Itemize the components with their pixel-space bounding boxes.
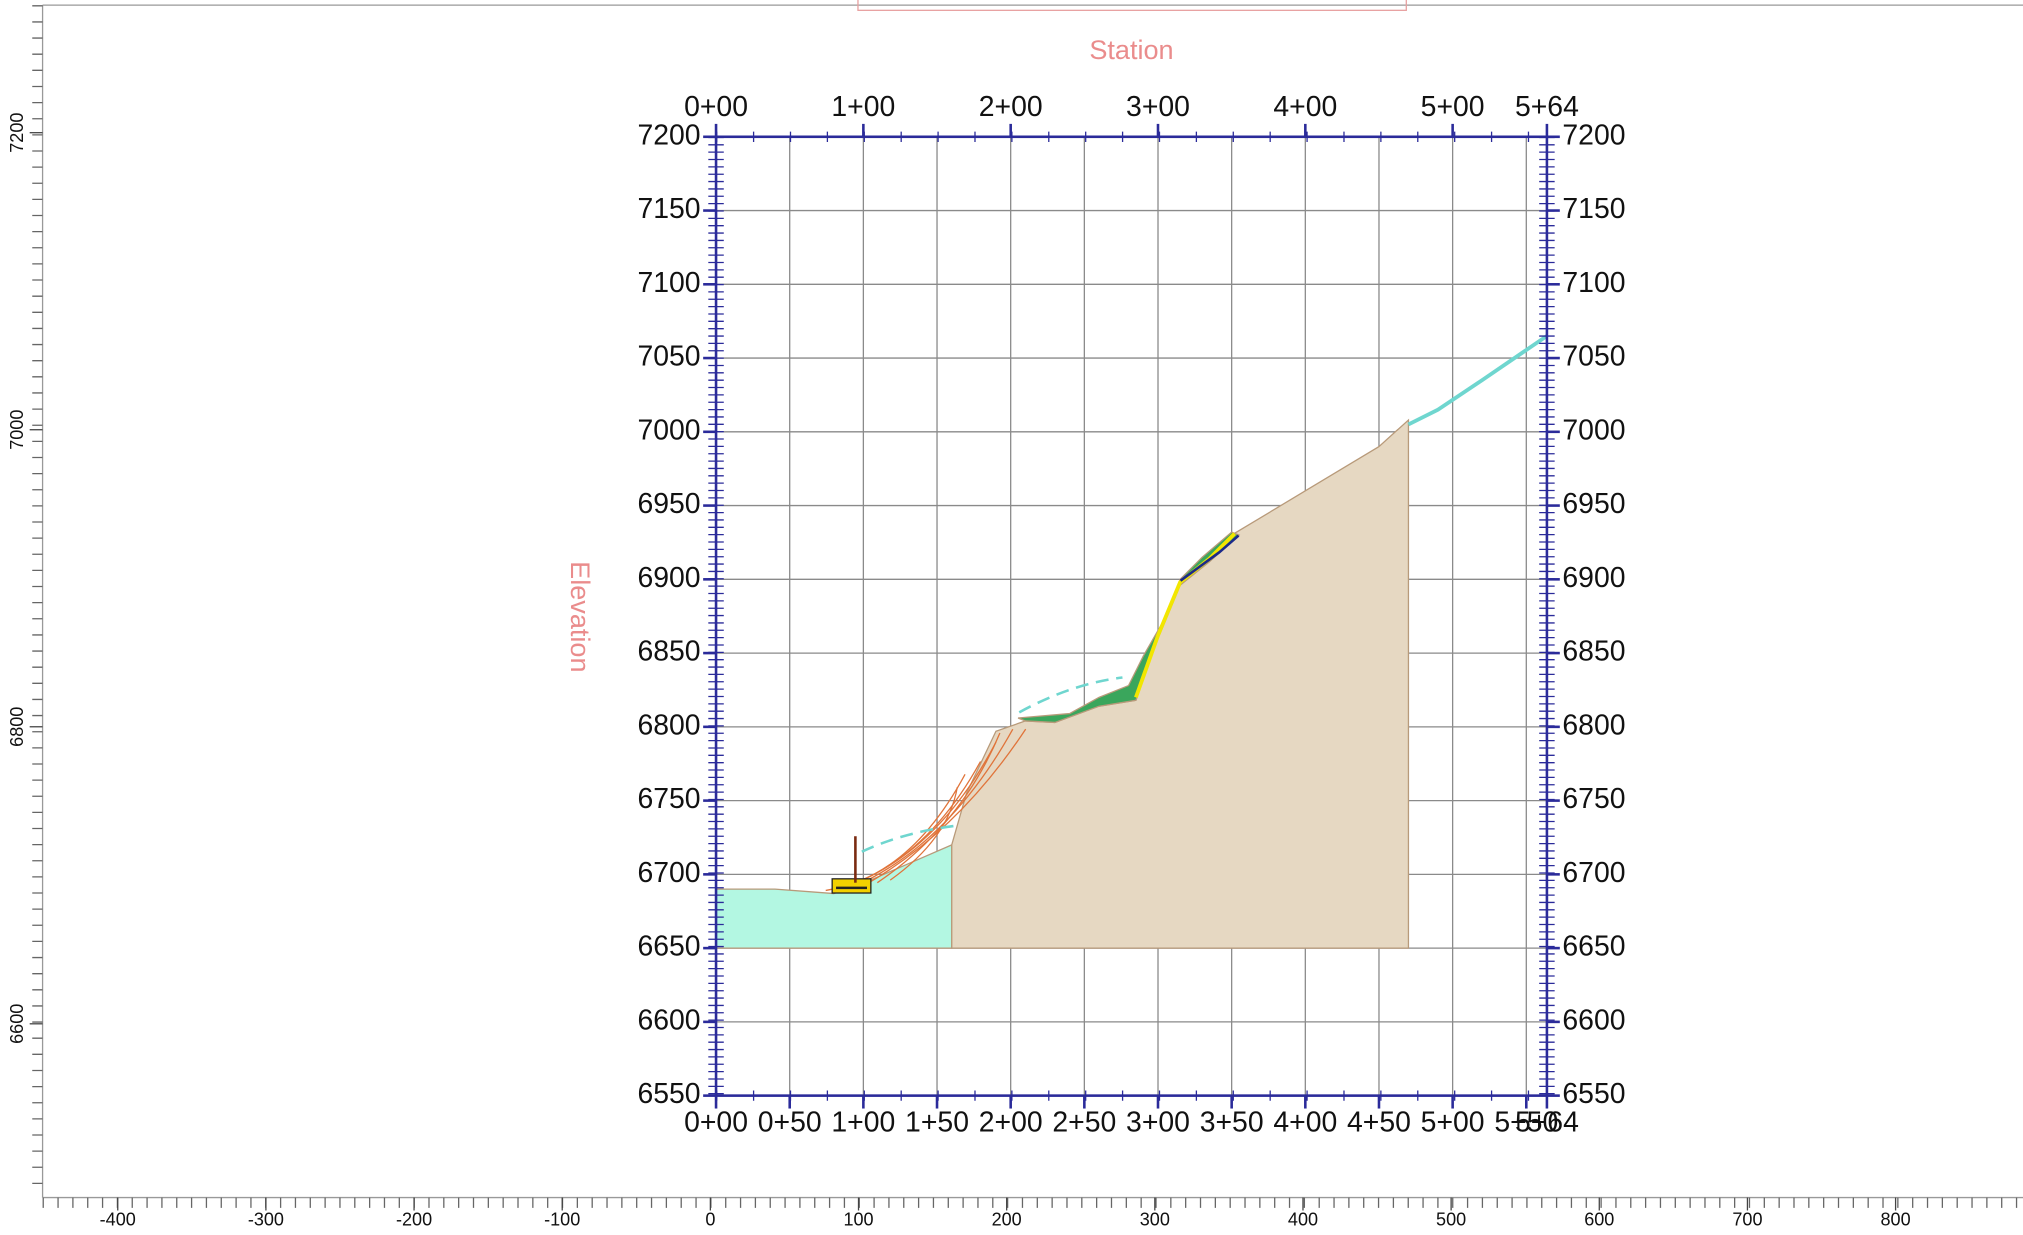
x-tick-label: 0+50 xyxy=(758,1107,822,1139)
x-tick-label: 1+00 xyxy=(831,91,895,123)
y-tick-label: 6600 xyxy=(1562,1004,1625,1036)
x-tick-label: 5+64 xyxy=(1515,91,1579,123)
y-tick-label: 6850 xyxy=(1562,636,1625,668)
y-tick-label: 7100 xyxy=(1562,267,1625,299)
x-tick-label: 3+00 xyxy=(1126,91,1190,123)
y-tick-label: 7200 xyxy=(637,119,700,151)
water-line xyxy=(1018,676,1123,714)
x-tick-label: 0+00 xyxy=(684,91,748,123)
y-tick-label: 6950 xyxy=(637,488,700,520)
ruler-label: 7200 xyxy=(7,113,27,153)
ruler-label: 6800 xyxy=(7,707,27,747)
y-tick-label: 7000 xyxy=(1562,414,1625,446)
ruler-label: 500 xyxy=(1436,1210,1466,1230)
boundary-line xyxy=(1134,532,1236,698)
material-region xyxy=(715,843,953,949)
y-tick-label: 7050 xyxy=(637,341,700,373)
x-tick-label: 0+00 xyxy=(684,1107,748,1139)
x-tick-label: 4+00 xyxy=(1273,91,1337,123)
ruler-label: -100 xyxy=(544,1210,580,1230)
x-tick-label: 5+64 xyxy=(1515,1107,1579,1139)
y-tick-label: 6700 xyxy=(637,857,700,889)
y-tick-label: 6750 xyxy=(637,783,700,815)
ruler-label: 7000 xyxy=(7,410,27,450)
boundary-line xyxy=(1179,534,1240,582)
plot: 6550 6550 6600 6600 6650 6650 6700 6700 6750 6750… xyxy=(637,91,1625,1139)
plot-frame xyxy=(714,135,1549,1097)
x-tick-label: 5+50 xyxy=(1494,1107,1558,1139)
title-box xyxy=(857,0,1407,11)
y-tick-label: 6550 xyxy=(1562,1078,1625,1110)
y-tick-label: 7200 xyxy=(1562,119,1625,151)
y-tick-label: 7100 xyxy=(637,267,700,299)
y-tick-label: 6700 xyxy=(1562,857,1625,889)
x-tick-label: 2+50 xyxy=(1052,1107,1116,1139)
x-tick-label: 4+00 xyxy=(1273,1107,1337,1139)
boundary-line xyxy=(1407,334,1549,427)
y-tick-label: 6800 xyxy=(637,709,700,741)
ruler-label: 100 xyxy=(843,1210,873,1230)
slip-surface xyxy=(876,732,1001,884)
toe-structure xyxy=(831,878,872,894)
ruler-label: 700 xyxy=(1732,1210,1762,1230)
water-line xyxy=(861,824,955,853)
y-tick-label: 6900 xyxy=(637,562,700,594)
y-tick-label: 7150 xyxy=(637,193,700,225)
ruler-label: 400 xyxy=(1288,1210,1318,1230)
y-tick-label: 6600 xyxy=(637,1004,700,1036)
y-tick-label: 7050 xyxy=(1562,341,1625,373)
y-tick-label: 6750 xyxy=(1562,783,1625,815)
slip-surface xyxy=(851,728,1014,889)
y-tick-label: 7150 xyxy=(1562,193,1625,225)
x-tick-label: 3+00 xyxy=(1126,1107,1190,1139)
y-tick-label: 6850 xyxy=(637,636,700,668)
ruler-label: 600 xyxy=(1584,1210,1614,1230)
ruler-label: 200 xyxy=(992,1210,1022,1230)
x-tick-label: 2+00 xyxy=(979,1107,1043,1139)
slip-surface xyxy=(889,787,958,881)
slip-surface xyxy=(864,728,1027,886)
y-tick-label: 6800 xyxy=(1562,709,1625,741)
x-tick-label: 1+50 xyxy=(905,1107,969,1139)
x-tick-label: 5+00 xyxy=(1421,91,1485,123)
y-tick-label: 6900 xyxy=(1562,562,1625,594)
y-tick-label: 6650 xyxy=(637,931,700,963)
x-tick-label: 4+50 xyxy=(1347,1107,1411,1139)
x-tick-label: 3+50 xyxy=(1200,1107,1264,1139)
ruler-label: -400 xyxy=(100,1210,136,1230)
x-tick-label: 1+00 xyxy=(831,1107,895,1139)
x-tick-label: 5+00 xyxy=(1421,1107,1485,1139)
y-tick-label: 7000 xyxy=(637,414,700,446)
ruler-label: 0 xyxy=(705,1210,715,1230)
ruler-label: 800 xyxy=(1881,1210,1911,1230)
y-tick-label: 6550 xyxy=(637,1078,700,1110)
y-tick-label: 6650 xyxy=(1562,931,1625,963)
ruler-label: -300 xyxy=(248,1210,284,1230)
ruler-label: -200 xyxy=(396,1210,432,1230)
y-tick-label: 6950 xyxy=(1562,488,1625,520)
ruler-label: 300 xyxy=(1140,1210,1170,1230)
ruler-label: 6600 xyxy=(7,1004,27,1044)
y-axis-title: Elevation xyxy=(565,561,596,672)
x-tick-label: 2+00 xyxy=(979,91,1043,123)
x-axis-title: Station xyxy=(1089,34,1173,65)
